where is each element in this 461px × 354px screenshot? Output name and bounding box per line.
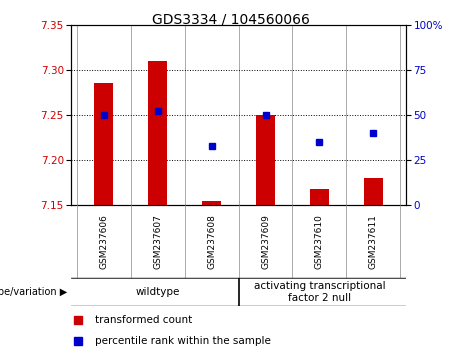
Text: GSM237610: GSM237610 [315, 214, 324, 269]
Text: percentile rank within the sample: percentile rank within the sample [95, 336, 271, 346]
Bar [256, 115, 275, 205]
Bar [95, 84, 113, 205]
Text: GSM237607: GSM237607 [153, 214, 162, 269]
Bar [202, 201, 221, 205]
Text: GSM237611: GSM237611 [369, 214, 378, 269]
Bar [364, 178, 383, 205]
Text: activating transcriptional
factor 2 null: activating transcriptional factor 2 null [254, 281, 385, 303]
Text: transformed count: transformed count [95, 315, 192, 325]
Bar [148, 61, 167, 205]
Text: GDS3334 / 104560066: GDS3334 / 104560066 [152, 12, 309, 27]
Text: genotype/variation ▶: genotype/variation ▶ [0, 287, 67, 297]
Text: GSM237608: GSM237608 [207, 214, 216, 269]
Bar [310, 189, 329, 205]
Text: wildtype: wildtype [136, 287, 180, 297]
Text: GSM237609: GSM237609 [261, 214, 270, 269]
Text: GSM237606: GSM237606 [99, 214, 108, 269]
